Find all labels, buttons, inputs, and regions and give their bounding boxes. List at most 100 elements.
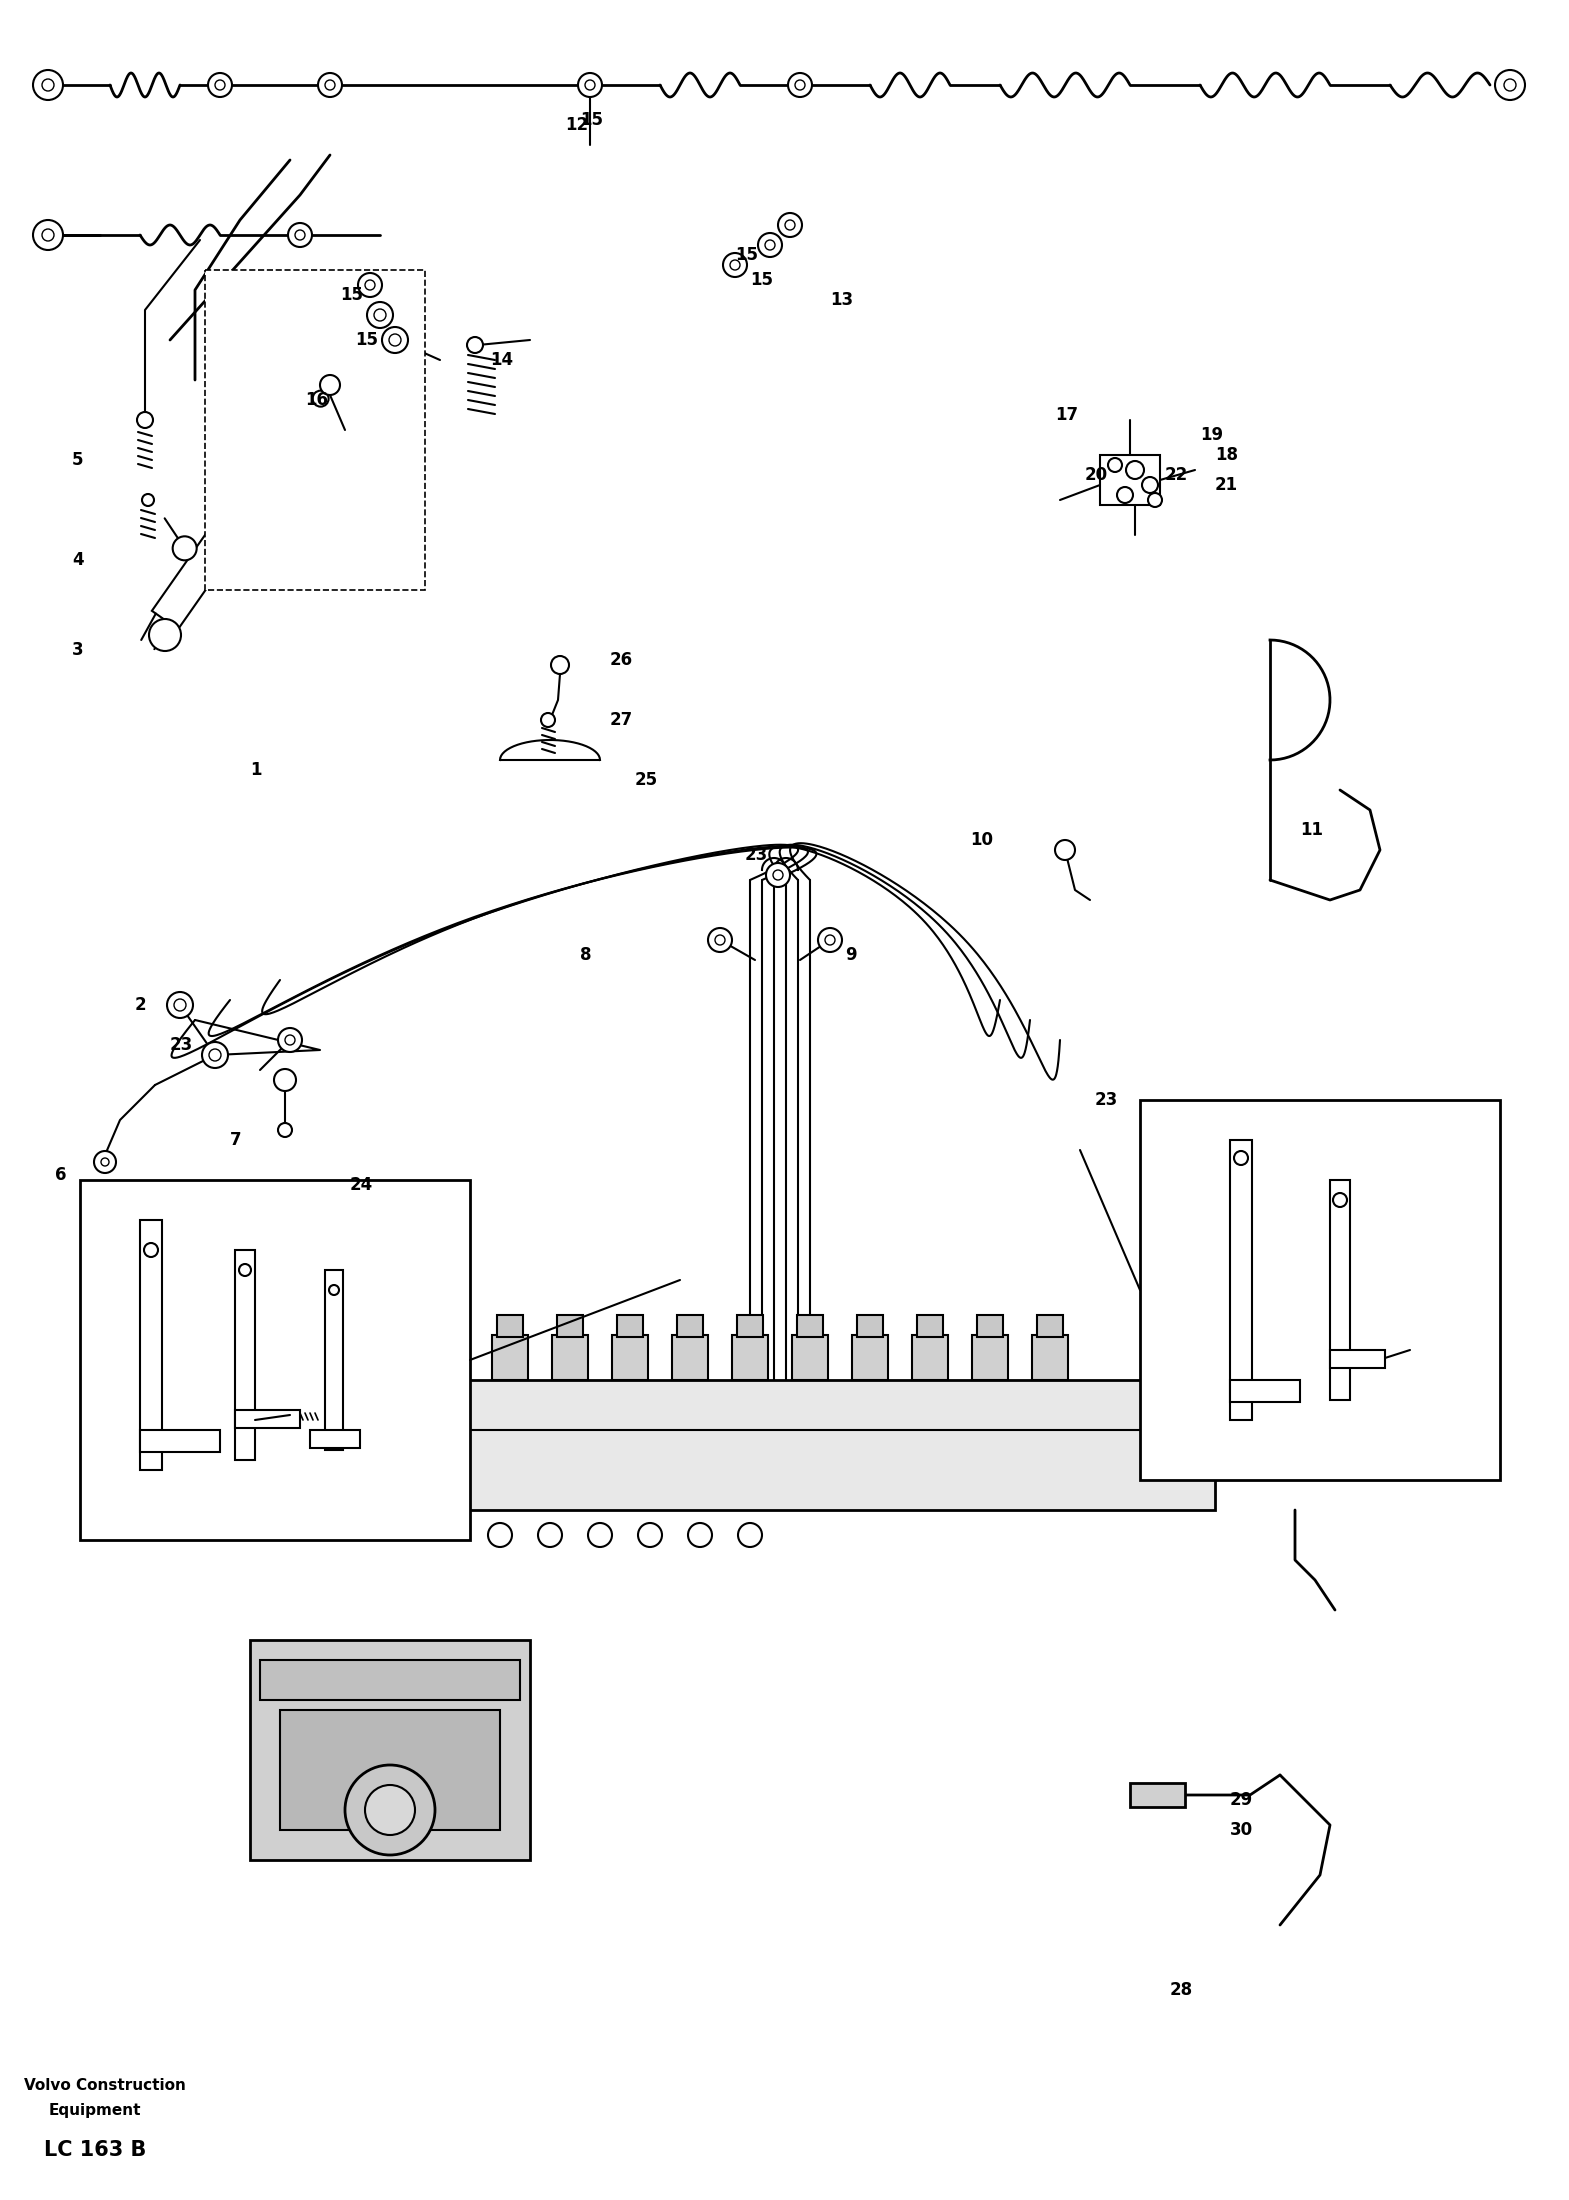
Circle shape — [312, 392, 328, 407]
Circle shape — [278, 1027, 301, 1052]
Circle shape — [33, 220, 63, 251]
Bar — [792, 1335, 828, 1379]
Bar — [912, 1335, 948, 1379]
Bar — [672, 1335, 708, 1379]
Circle shape — [42, 79, 53, 90]
Bar — [325, 1269, 344, 1450]
Text: 25: 25 — [635, 770, 657, 790]
Bar — [1037, 1316, 1064, 1338]
Text: 29: 29 — [1230, 1791, 1254, 1808]
Text: Equipment: Equipment — [49, 2103, 141, 2116]
Bar — [395, 1379, 1214, 1509]
Circle shape — [149, 618, 180, 651]
Bar — [557, 1316, 584, 1338]
Circle shape — [286, 1034, 295, 1045]
Bar — [260, 1661, 519, 1701]
Circle shape — [94, 1151, 116, 1173]
Circle shape — [468, 337, 483, 352]
Bar — [612, 1335, 648, 1379]
Circle shape — [209, 73, 232, 97]
Circle shape — [1505, 79, 1516, 90]
Bar — [1214, 1390, 1345, 1470]
Bar — [493, 1335, 529, 1379]
Circle shape — [144, 1243, 158, 1256]
Text: 6: 6 — [55, 1166, 66, 1184]
Circle shape — [708, 928, 733, 953]
Circle shape — [173, 537, 196, 561]
Circle shape — [817, 928, 843, 953]
Bar — [797, 1316, 824, 1338]
Circle shape — [766, 862, 791, 887]
Text: 23: 23 — [169, 1036, 193, 1054]
Circle shape — [715, 935, 725, 946]
Text: 22: 22 — [1166, 466, 1188, 484]
Circle shape — [1149, 493, 1163, 506]
Bar — [140, 1221, 162, 1470]
Circle shape — [366, 1784, 414, 1835]
Circle shape — [1127, 462, 1144, 480]
Bar — [1130, 1782, 1185, 1806]
Circle shape — [1334, 1192, 1348, 1208]
Bar — [552, 1335, 588, 1379]
Bar — [1141, 1100, 1500, 1481]
Text: 30: 30 — [1230, 1822, 1254, 1839]
Text: 11: 11 — [1301, 821, 1323, 838]
Bar — [857, 1316, 883, 1338]
Circle shape — [1117, 486, 1133, 504]
Circle shape — [202, 1043, 228, 1067]
Bar — [1100, 455, 1159, 506]
Circle shape — [588, 1522, 612, 1547]
Bar — [676, 1316, 703, 1338]
Bar — [140, 1430, 220, 1452]
Circle shape — [825, 935, 835, 946]
Bar — [1331, 1179, 1349, 1399]
Circle shape — [381, 328, 408, 352]
Circle shape — [1142, 477, 1158, 493]
Text: 24: 24 — [350, 1177, 373, 1195]
Circle shape — [295, 231, 304, 240]
Bar — [1032, 1335, 1068, 1379]
Text: 15: 15 — [355, 330, 378, 350]
Bar — [235, 1250, 256, 1461]
Bar — [438, 1316, 463, 1338]
Circle shape — [723, 253, 747, 277]
Circle shape — [541, 713, 555, 726]
Text: 18: 18 — [1214, 447, 1238, 464]
Text: 9: 9 — [846, 946, 857, 964]
Bar — [497, 1316, 522, 1338]
Circle shape — [389, 334, 402, 345]
Circle shape — [538, 1522, 562, 1547]
Circle shape — [143, 495, 154, 506]
Circle shape — [488, 1522, 511, 1547]
Text: 8: 8 — [581, 946, 592, 964]
Text: 15: 15 — [750, 271, 774, 288]
Circle shape — [784, 220, 795, 231]
Circle shape — [358, 273, 381, 297]
Text: 13: 13 — [830, 290, 854, 308]
Text: 12: 12 — [565, 117, 588, 134]
Bar — [1230, 1140, 1252, 1419]
Text: 23: 23 — [745, 847, 769, 865]
Circle shape — [778, 213, 802, 238]
Circle shape — [1233, 1151, 1247, 1166]
Bar — [279, 1709, 501, 1830]
Circle shape — [373, 308, 386, 321]
Bar — [852, 1335, 888, 1379]
Circle shape — [795, 79, 805, 90]
Circle shape — [585, 79, 595, 90]
Bar — [1331, 1351, 1385, 1368]
Text: Volvo Construction: Volvo Construction — [24, 2077, 187, 2092]
Text: 15: 15 — [734, 246, 758, 264]
Text: 15: 15 — [340, 286, 362, 304]
Text: 16: 16 — [304, 392, 328, 409]
Circle shape — [774, 869, 783, 880]
Text: 21: 21 — [1214, 475, 1238, 495]
Text: 10: 10 — [970, 832, 993, 849]
Circle shape — [215, 79, 224, 90]
Bar — [916, 1316, 943, 1338]
Circle shape — [345, 1764, 435, 1855]
Circle shape — [320, 374, 340, 396]
Bar — [733, 1335, 767, 1379]
Text: 23: 23 — [1095, 1091, 1119, 1109]
Text: 27: 27 — [610, 711, 634, 728]
